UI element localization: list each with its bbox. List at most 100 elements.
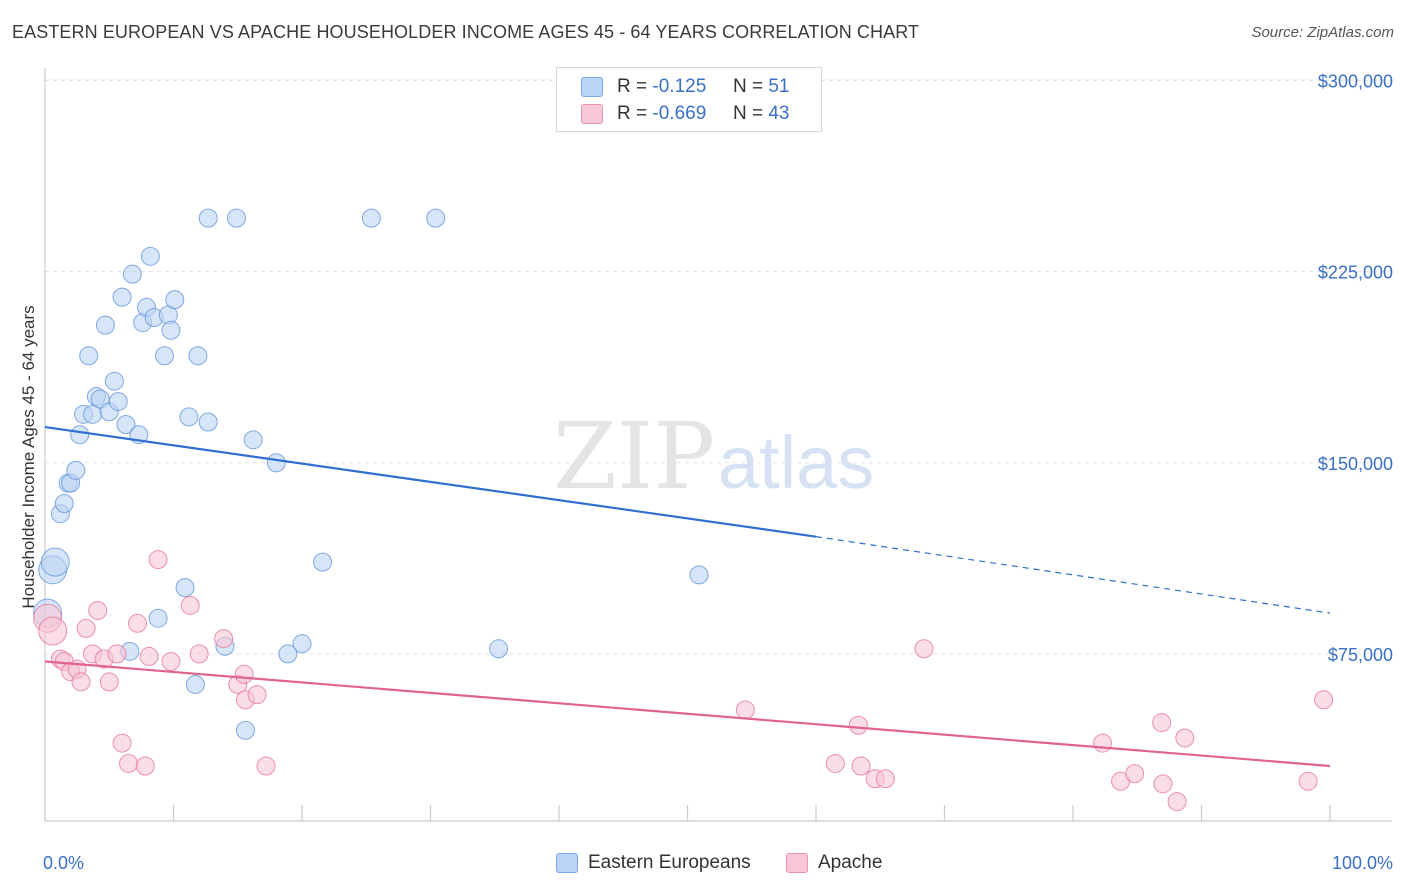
apache-point [189,644,209,664]
chart-title: EASTERN EUROPEAN VS APACHE HOUSEHOLDER I… [12,22,920,42]
apache-point [135,756,155,776]
legend-row-apache: R = -0.669 N = 43 [581,101,789,127]
apache-point [256,756,276,776]
apache-point [1167,792,1187,812]
apache-point [88,601,108,621]
apache-point [848,715,868,735]
eastern-point [112,287,132,307]
legend-swatch-apache [581,104,603,124]
y-tick-label: $225,000 [1318,263,1393,283]
apache-point [851,756,871,776]
apache-point [180,595,200,615]
apache-point [735,700,755,720]
apache-point [214,629,234,649]
bottom-legend-apache: Apache [786,852,882,874]
bottom-swatch-apache [786,853,808,873]
eastern-trend-line [44,425,817,538]
correlation-legend: R = -0.125 N = 51 R = -0.669 N = 43 [556,67,822,132]
bottom-legend-eastern: Eastern Europeans [556,852,751,874]
apache-trend-line [44,660,1331,768]
eastern-trend-extension [815,536,1331,614]
legend-r-value: -0.669 [652,103,707,124]
x-tick-label: 100.0% [1332,853,1393,873]
eastern-point [66,460,86,480]
legend-r-label: R = [617,103,648,124]
y-axis-title: Householder Income Ages 45 - 64 years [19,305,38,608]
eastern-point [426,208,446,228]
bottom-legend-label: Apache [818,852,883,873]
apache-point [139,646,159,666]
eastern-point [179,407,199,427]
eastern-point [165,290,185,310]
legend-n-label: N = [732,103,764,124]
eastern-point [689,565,709,585]
eastern-point [198,208,218,228]
legend-n-label: N = [732,76,764,97]
eastern-point [243,430,263,450]
eastern-point [122,264,142,284]
apache-point [38,616,68,646]
y-tick-labels: $75,000 $150,000 $225,000 $300,000 [1318,72,1393,665]
apache-point [1093,733,1113,753]
trend-lines [44,425,1331,768]
apache-point [875,769,895,789]
eastern-point [155,346,175,366]
legend-r-value: -0.125 [652,76,707,97]
apache-point [1175,728,1195,748]
apache-point [112,733,132,753]
legend-n-value: 43 [768,103,790,124]
apache-point [71,672,91,692]
apache-point [1298,771,1318,791]
axes [44,68,1392,822]
eastern-point [148,608,168,628]
eastern-point [226,208,246,228]
eastern-point [104,371,124,391]
apache-point [247,685,267,705]
apache-point [148,550,168,570]
eastern-point [108,392,128,412]
series-apache [33,550,1334,812]
apache-point [161,652,181,672]
eastern-point [278,644,298,664]
eastern-point [140,246,160,266]
eastern-point [175,578,195,598]
eastern-point [116,415,136,435]
apache-point [914,639,934,659]
eastern-point [161,320,181,340]
eastern-point [266,453,286,473]
y-tick-label: $75,000 [1328,645,1393,665]
apache-point [76,618,96,638]
bottom-legend-label: Eastern Europeans [588,852,751,873]
legend-row-eastern: R = -0.125 N = 51 [581,74,789,100]
apache-point [1153,774,1173,794]
apache-point [234,664,254,684]
apache-point [1152,713,1172,733]
y-tick-label: $300,000 [1318,72,1393,92]
eastern-point [185,674,205,694]
eastern-point [79,346,99,366]
apache-point [99,672,119,692]
eastern-point [235,720,255,740]
series-eastern-europeans [33,208,709,740]
eastern-point [70,425,90,445]
eastern-point [95,315,115,335]
eastern-point [361,208,381,228]
apache-point [107,644,127,664]
apache-point [128,613,148,633]
watermark-atlas: atlas [718,421,874,504]
apache-point [825,753,845,773]
apache-point [1314,690,1334,710]
source-label: Source: ZipAtlas.com [1251,24,1394,41]
eastern-point [188,346,208,366]
x-tick-labels: 0.0% 100.0% [43,853,1393,873]
eastern-point [198,412,218,432]
bottom-swatch-eastern [556,853,578,873]
y-tick-label: $150,000 [1318,454,1393,474]
x-tick-label: 0.0% [43,853,84,873]
legend-r-label: R = [617,76,648,97]
watermark-zip: ZIP [553,403,715,510]
zipatlas-watermark: ZIP atlas [553,403,874,510]
eastern-point [489,639,509,659]
eastern-point [292,634,312,654]
